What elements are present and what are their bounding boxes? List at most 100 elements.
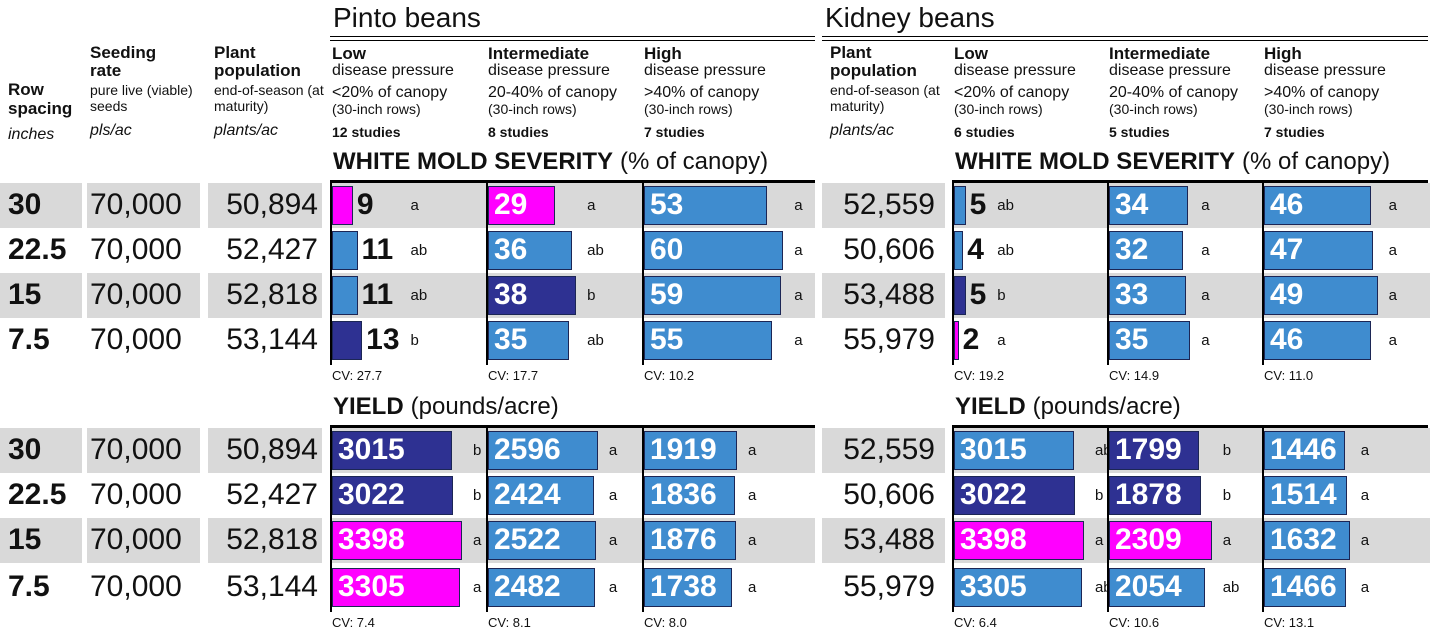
row-stripe — [87, 428, 200, 473]
seeding-rate: 70,000 — [90, 433, 182, 466]
value-label: 5 — [969, 278, 987, 311]
value-label: 11 — [361, 278, 394, 311]
significance-letter: a — [747, 532, 757, 549]
column-divider — [1107, 183, 1109, 365]
value-label: 3015 — [960, 433, 1027, 466]
cv-label: CV: 8.0 — [644, 615, 687, 630]
plant-population: 52,559 — [843, 433, 935, 466]
condition-rows: (30-inch rows) — [332, 101, 421, 117]
seeding-rate: 70,000 — [90, 188, 182, 221]
bar — [644, 476, 735, 515]
bar — [1109, 231, 1184, 270]
plant-population: 55,979 — [843, 323, 935, 356]
significance-letter: ab — [410, 287, 428, 304]
significance-letter: a — [608, 532, 618, 549]
bar — [488, 431, 598, 470]
significance-letter: a — [410, 197, 419, 214]
cv-label: CV: 14.9 — [1109, 368, 1160, 383]
significance-letter: ab — [997, 197, 1014, 214]
condition-canopy: 20-40% of canopy — [1109, 84, 1238, 101]
bar — [1109, 321, 1191, 360]
column-divider — [1262, 183, 1264, 365]
plant-population: 53,144 — [226, 570, 318, 603]
value-label: 2596 — [494, 433, 561, 466]
significance-letter: a — [1388, 332, 1398, 349]
condition-canopy: >40% of canopy — [644, 84, 760, 101]
bar — [1264, 476, 1347, 515]
condition-title: Low — [954, 44, 988, 63]
condition-title: Intermediate — [488, 44, 590, 63]
cv-label: CV: 19.2 — [954, 368, 1005, 383]
section-unit: (pounds/acre) — [410, 393, 559, 420]
row-stripe — [208, 273, 322, 318]
value-label: 2482 — [494, 570, 561, 603]
condition-rows: (30-inch rows) — [644, 101, 733, 117]
bar — [954, 231, 964, 270]
row-stripe — [87, 183, 200, 228]
value-label: 3015 — [338, 433, 405, 466]
column-unit: inches — [8, 126, 55, 143]
value-label: 59 — [650, 278, 684, 311]
significance-letter: a — [608, 579, 618, 596]
value-label: 60 — [650, 233, 684, 266]
significance-letter: a — [587, 197, 596, 214]
value-label: 49 — [1270, 278, 1304, 311]
seeding-rate: 70,000 — [90, 570, 182, 603]
column-divider — [952, 183, 954, 365]
cv-label: CV: 8.1 — [488, 615, 531, 630]
bar — [332, 186, 353, 225]
column-unit: pls/ac — [90, 122, 132, 139]
condition-studies: 7 studies — [644, 124, 705, 140]
bar — [644, 231, 784, 270]
value-label: 32 — [1115, 233, 1149, 266]
plant-population: 53,144 — [226, 323, 318, 356]
plant-population: 50,894 — [226, 433, 318, 466]
condition-subtitle: disease pressure — [1264, 62, 1386, 79]
significance-letter: ab — [1222, 579, 1240, 596]
significance-letter: a — [1388, 242, 1398, 259]
bar — [1264, 276, 1378, 315]
row-spacing: 22.5 — [8, 233, 67, 266]
row-stripe — [822, 518, 945, 563]
significance-letter: b — [472, 487, 482, 504]
value-label: 3398 — [338, 523, 405, 556]
row-spacing: 15 — [8, 523, 42, 556]
significance-letter: ab — [587, 332, 604, 349]
bar — [488, 186, 556, 225]
condition-studies: 7 studies — [1264, 124, 1325, 140]
value-label: 29 — [494, 188, 528, 221]
column-unit: plants/ac — [214, 122, 279, 139]
bar — [644, 568, 733, 607]
significance-letter: b — [472, 442, 482, 459]
value-label: 3022 — [960, 478, 1027, 511]
bar — [954, 321, 959, 360]
value-label: 5 — [969, 188, 987, 221]
bar — [488, 521, 597, 560]
condition-subtitle: disease pressure — [954, 62, 1076, 79]
bar — [954, 431, 1075, 470]
bar — [332, 431, 453, 470]
significance-letter: b — [587, 287, 596, 304]
bar — [1109, 186, 1188, 225]
title-rule — [822, 40, 1428, 41]
condition-subtitle: disease pressure — [332, 62, 454, 79]
condition-canopy: <20% of canopy — [332, 84, 448, 101]
value-label: 38 — [494, 278, 528, 311]
value-label: 1446 — [1270, 433, 1337, 466]
column-note: pure live (viable) seeds — [90, 82, 193, 114]
significance-letter: b — [1222, 442, 1232, 459]
value-label: 4 — [967, 233, 984, 266]
bar — [332, 231, 358, 270]
significance-letter: a — [1094, 532, 1104, 549]
row-spacing: 7.5 — [8, 323, 50, 356]
column-divider — [486, 428, 488, 612]
value-label: 1738 — [650, 570, 717, 603]
title-rule — [330, 40, 815, 41]
cv-label: CV: 17.7 — [488, 368, 539, 383]
significance-letter: a — [747, 487, 757, 504]
cv-label: CV: 11.0 — [1264, 368, 1314, 383]
value-label: 34 — [1115, 188, 1149, 221]
column-divider — [330, 183, 332, 365]
significance-letter: a — [472, 579, 482, 596]
bar — [954, 186, 966, 225]
